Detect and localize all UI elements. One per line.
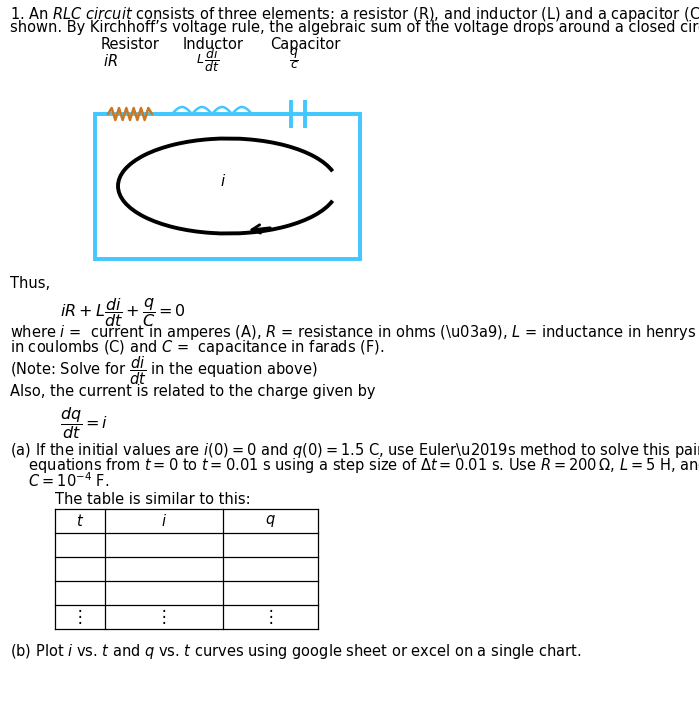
Text: (a) If the initial values are $i(0) = 0$ and $q(0) = 1.5$ C, use Euler\u2019s me: (a) If the initial values are $i(0) = 0$… <box>10 441 699 460</box>
Text: $t$: $t$ <box>76 513 84 529</box>
Text: (b) Plot $i$ vs. $t$ and $q$ vs. $t$ curves using google sheet or excel on a sin: (b) Plot $i$ vs. $t$ and $q$ vs. $t$ cur… <box>10 642 582 661</box>
Text: $iR$: $iR$ <box>103 53 117 69</box>
Bar <box>95 114 360 259</box>
Text: Capacitor: Capacitor <box>270 37 340 52</box>
Text: Thus,: Thus, <box>10 276 50 291</box>
Text: $\dfrac{dq}{dt} = i$: $\dfrac{dq}{dt} = i$ <box>60 405 108 441</box>
Text: ⋮: ⋮ <box>262 608 279 626</box>
Text: ⋮: ⋮ <box>156 608 173 626</box>
Text: $i$: $i$ <box>220 173 226 189</box>
Text: $q$: $q$ <box>265 513 276 529</box>
Text: Resistor: Resistor <box>101 37 159 52</box>
Text: equations from $t = 0$ to $t = 0.01$ s using a step size of $\Delta t = 0.01$ s.: equations from $t = 0$ to $t = 0.01$ s u… <box>10 456 699 475</box>
Text: ⋮: ⋮ <box>72 608 88 626</box>
Text: in coulombs (C) and $C$ =  capacitance in farads (F).: in coulombs (C) and $C$ = capacitance in… <box>10 338 384 357</box>
Text: $C = 10^{-4}$ F.: $C = 10^{-4}$ F. <box>10 471 109 490</box>
Text: Inductor: Inductor <box>182 37 243 52</box>
Text: shown. By Kirchhoff’s voltage rule, the algebraic sum of the voltage drops aroun: shown. By Kirchhoff’s voltage rule, the … <box>10 20 699 35</box>
Text: Also, the current is related to the charge given by: Also, the current is related to the char… <box>10 384 375 399</box>
Text: where $i$ =  current in amperes (A), $R$ = resistance in ohms (\u03a9), $L$ = in: where $i$ = current in amperes (A), $R$ … <box>10 323 699 342</box>
Text: $iR + L\dfrac{di}{dt} + \dfrac{q}{C} = 0$: $iR + L\dfrac{di}{dt} + \dfrac{q}{C} = 0… <box>60 296 186 329</box>
Text: (Note: Solve for $\dfrac{di}{dt}$ in the equation above): (Note: Solve for $\dfrac{di}{dt}$ in the… <box>10 354 318 386</box>
Text: 1. An $\it{RLC\ circuit}$ consists of three elements: a resistor (R), and induct: 1. An $\it{RLC\ circuit}$ consists of th… <box>10 5 699 24</box>
Text: The table is similar to this:: The table is similar to this: <box>55 492 251 507</box>
Text: $\dfrac{q}{c}$: $\dfrac{q}{c}$ <box>289 46 299 71</box>
Text: $i$: $i$ <box>161 513 167 529</box>
Text: $L\,\dfrac{di}{dt}$: $L\,\dfrac{di}{dt}$ <box>196 46 220 74</box>
